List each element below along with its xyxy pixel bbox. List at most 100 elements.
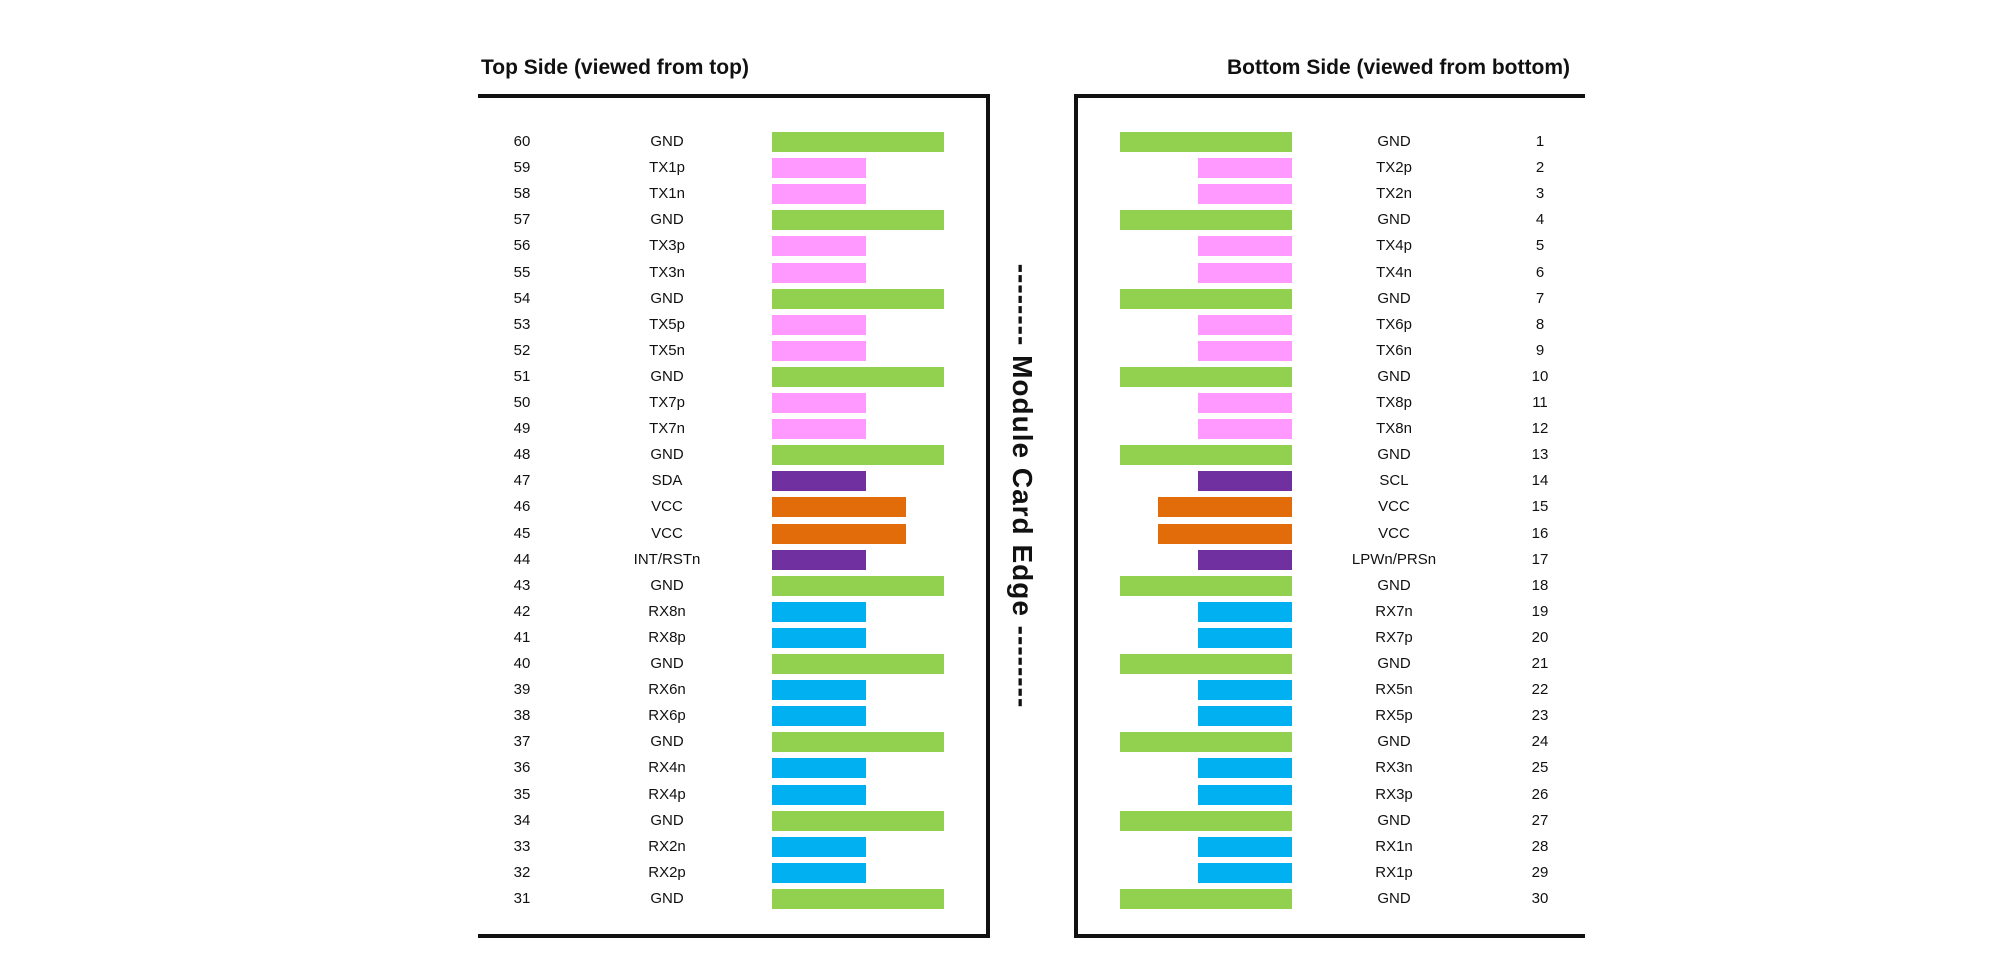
bottom-side-panel — [1074, 94, 1585, 938]
contact-pad — [1198, 680, 1292, 700]
contact-pad — [1120, 367, 1292, 387]
pin-row: 37 GND — [0, 730, 2000, 754]
contact-pad — [1198, 393, 1292, 413]
pin-number: 15 — [1531, 498, 1549, 515]
contact-pad — [1158, 497, 1292, 517]
contact-pad — [1198, 837, 1292, 857]
pin-name: TX3n — [649, 264, 685, 281]
pin-row: 13 GND — [0, 443, 2000, 467]
pin-name: RX5p — [1375, 707, 1413, 724]
pin-number: 50 — [513, 394, 531, 411]
contact-pad — [772, 263, 866, 283]
pin-row: 52 TX5n — [0, 339, 2000, 363]
pin-name: TX5p — [649, 316, 685, 333]
pin-row: 34 GND — [0, 809, 2000, 833]
contact-pad — [1120, 445, 1292, 465]
contact-pad — [1120, 576, 1292, 596]
pin-row: 20 RX7p — [0, 626, 2000, 650]
pin-number: 1 — [1535, 133, 1545, 150]
contact-pad — [772, 628, 866, 648]
pin-name: GND — [650, 577, 684, 594]
pin-name: RX7p — [1375, 629, 1413, 646]
contact-pad — [772, 445, 944, 465]
pin-name: TX4n — [1376, 264, 1412, 281]
pin-number: 17 — [1531, 551, 1549, 568]
contact-pad — [1198, 158, 1292, 178]
pin-number: 10 — [1531, 368, 1549, 385]
pin-number: 37 — [513, 733, 531, 750]
pin-number: 12 — [1531, 420, 1549, 437]
pin-row: 3 TX2n — [0, 182, 2000, 206]
pin-number: 26 — [1531, 786, 1549, 803]
pin-row: 25 RX3n — [0, 756, 2000, 780]
contact-pad — [1198, 263, 1292, 283]
pin-row: 14 SCL — [0, 469, 2000, 493]
pin-name: RX6n — [648, 681, 686, 698]
pin-row: 26 RX3p — [0, 783, 2000, 807]
pin-row: 59 TX1p — [0, 156, 2000, 180]
pin-number: 42 — [513, 603, 531, 620]
pin-row: 44 INT/RSTn — [0, 548, 2000, 572]
pin-number: 38 — [513, 707, 531, 724]
pin-name: TX5n — [649, 342, 685, 359]
contact-pad — [772, 785, 866, 805]
pin-name: GND — [650, 446, 684, 463]
pin-row: 23 RX5p — [0, 704, 2000, 728]
pin-row: 49 TX7n — [0, 417, 2000, 441]
contact-pad — [1120, 132, 1292, 152]
contact-pad — [1120, 732, 1292, 752]
contact-pad — [772, 158, 866, 178]
pin-name: RX2p — [648, 864, 686, 881]
pin-name: GND — [650, 368, 684, 385]
pin-number: 9 — [1535, 342, 1545, 359]
pin-name: RX2n — [648, 838, 686, 855]
pin-name: GND — [1377, 890, 1411, 907]
pin-name: RX4p — [648, 786, 686, 803]
contact-pad — [772, 419, 866, 439]
pin-name: VCC — [1378, 498, 1410, 515]
pin-row: 27 GND — [0, 809, 2000, 833]
pin-number: 52 — [513, 342, 531, 359]
contact-pad — [772, 654, 944, 674]
contact-pad — [772, 184, 866, 204]
pin-number: 53 — [513, 316, 531, 333]
pin-name: GND — [650, 812, 684, 829]
contact-pad — [1198, 628, 1292, 648]
contact-pad — [772, 837, 866, 857]
contact-pad — [772, 576, 944, 596]
pin-row: 18 GND — [0, 574, 2000, 598]
pin-name: TX2n — [1376, 185, 1412, 202]
contact-pad — [772, 863, 866, 883]
pin-name: SDA — [651, 472, 683, 489]
contact-pad — [1120, 654, 1292, 674]
pin-name: RX1n — [1375, 838, 1413, 855]
pin-name: RX8p — [648, 629, 686, 646]
contact-pad — [1198, 550, 1292, 570]
pin-number: 7 — [1535, 290, 1545, 307]
pin-number: 57 — [513, 211, 531, 228]
contact-pad — [1198, 341, 1292, 361]
contact-pad — [1198, 863, 1292, 883]
contact-pad — [772, 889, 944, 909]
pin-row: 53 TX5p — [0, 313, 2000, 337]
pin-number: 14 — [1531, 472, 1549, 489]
pin-row: 43 GND — [0, 574, 2000, 598]
contact-pad — [772, 367, 944, 387]
pin-row: 58 TX1n — [0, 182, 2000, 206]
contact-pad — [772, 315, 866, 335]
pin-number: 36 — [513, 759, 531, 776]
pin-name: RX3p — [1375, 786, 1413, 803]
pin-name: SCL — [1379, 472, 1409, 489]
pin-row: 45 VCC — [0, 522, 2000, 546]
pin-name: GND — [650, 211, 684, 228]
pin-name: TX2p — [1376, 159, 1412, 176]
pin-number: 2 — [1535, 159, 1545, 176]
pin-row: 10 GND — [0, 365, 2000, 389]
pin-number: 58 — [513, 185, 531, 202]
contact-pad — [1198, 785, 1292, 805]
pin-number: 60 — [513, 133, 531, 150]
pin-name: TX8n — [1376, 420, 1412, 437]
pin-name: VCC — [651, 498, 683, 515]
contact-pad — [772, 811, 944, 831]
pin-number: 8 — [1535, 316, 1545, 333]
